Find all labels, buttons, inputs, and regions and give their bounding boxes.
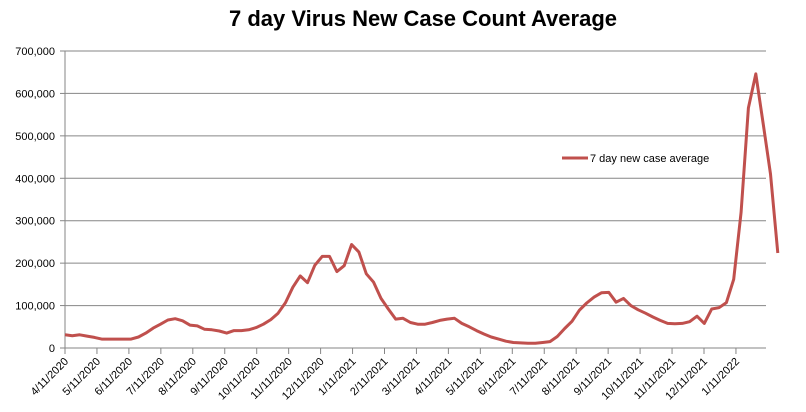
y-tick-label: 400,000 (15, 173, 55, 185)
series-7-day-average (64, 72, 780, 345)
y-axis: 0 100,000 200,000 300,000 400,000 500,000 600,… (15, 46, 66, 355)
y-tick-label: 200,000 (15, 258, 55, 270)
series-line (64, 72, 780, 345)
chart-title: 7 day Virus New Case Count Average (229, 6, 617, 31)
legend-label: 7 day new case average (590, 153, 709, 165)
y-tick-label: 500,000 (15, 131, 55, 143)
legend: 7 day new case average (562, 153, 709, 165)
y-tick-label: 100,000 (15, 301, 55, 313)
y-tick-label: 700,000 (15, 46, 55, 58)
y-tick-label: 600,000 (15, 88, 55, 100)
y-tick-label: 300,000 (15, 216, 55, 228)
x-axis: 4/11/20205/11/20206/11/20207/11/20208/11… (29, 348, 742, 402)
y-tick-label: 0 (49, 343, 55, 355)
gridlines (65, 50, 766, 349)
